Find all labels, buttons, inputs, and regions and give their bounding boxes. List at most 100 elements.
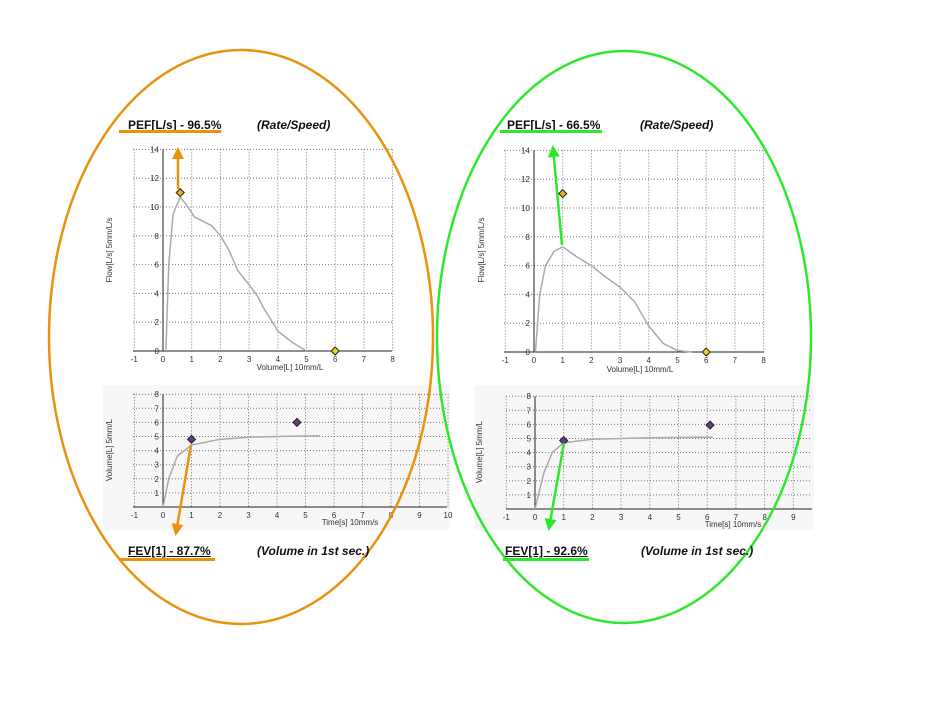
- y-tick-label: 6: [155, 261, 160, 270]
- x-tick-label: 8: [761, 356, 766, 365]
- left-fev-arrow-shaft: [174, 444, 193, 534]
- left-pef-label: PEF[L/s] - 96.5%: [128, 118, 222, 132]
- y-tick-label: 12: [150, 174, 159, 183]
- y-tick-label: 14: [150, 145, 159, 154]
- data-marker: [557, 188, 568, 199]
- x-tick-label: 6: [332, 511, 337, 520]
- x-tick-label: 3: [246, 511, 251, 520]
- x-tick-label: -1: [131, 355, 139, 364]
- x-tick-label: 4: [275, 511, 280, 520]
- y-tick-label: 6: [527, 420, 532, 429]
- left-fev-note: (Volume in 1st sec.): [257, 544, 370, 558]
- left-pef-arrow-head: [172, 147, 184, 159]
- x-tick-label: 9: [417, 511, 422, 520]
- x-tick-label: 6: [333, 355, 338, 364]
- left-pef-underline: [119, 130, 221, 133]
- series-line-flow-volume: [534, 246, 692, 353]
- x-tick-label: 7: [733, 356, 738, 365]
- y-tick-label: 1: [527, 491, 532, 500]
- data-marker: [705, 420, 715, 430]
- right-fev-arrow-head: [544, 518, 557, 531]
- y-tick-label: 14: [521, 146, 530, 155]
- y-tick-label: 4: [527, 449, 532, 458]
- data-marker: [175, 187, 185, 198]
- x-tick-label: 4: [647, 356, 652, 365]
- x-tick-label: 5: [675, 356, 680, 365]
- x-tick-label: 2: [218, 511, 223, 520]
- x-axis-label: Volume[L] 10mm/L: [257, 363, 324, 372]
- x-tick-label: 8: [762, 513, 767, 522]
- y-tick-label: 3: [155, 461, 160, 470]
- x-axis-label: Volume[L] 10mm/L: [607, 365, 674, 374]
- x-tick-label: 5: [303, 511, 308, 520]
- series-line-volume-time: [162, 435, 320, 508]
- x-tick-label: 0: [533, 513, 538, 522]
- right-pef-label: PEF[L/s] - 66.5%: [507, 118, 601, 132]
- y-axis-label: Flow[L/s] 5mm/L/s: [477, 218, 486, 283]
- y-tick-label: 10: [521, 204, 530, 213]
- right-fev-arrow-shaft: [547, 442, 566, 529]
- right-volume-panel: [474, 385, 814, 530]
- y-tick-label: 2: [526, 319, 531, 328]
- y-tick-label: 8: [155, 390, 160, 399]
- chart-left-flow: -101234567802468101214Volume[L] 10mm/LFl…: [105, 145, 395, 372]
- x-axis-label: Time[s] 10mm/s: [322, 518, 379, 527]
- left-highlight-ellipse: [47, 48, 435, 626]
- y-tick-label: 4: [526, 290, 531, 299]
- y-tick-label: 2: [155, 475, 160, 484]
- x-tick-label: 5: [676, 513, 681, 522]
- series-line-volume-time: [534, 436, 713, 510]
- y-tick-label: 12: [521, 175, 530, 184]
- x-tick-label: 4: [276, 355, 281, 364]
- x-tick-label: 8: [390, 355, 395, 364]
- x-tick-label: 0: [161, 511, 166, 520]
- x-tick-label: 1: [560, 356, 565, 365]
- x-axis-label: Time[s] 10mm/s: [705, 520, 762, 529]
- x-tick-label: 7: [360, 511, 365, 520]
- left-fev-label: FEV[1] - 87.7%: [128, 544, 211, 558]
- y-tick-label: 2: [527, 477, 532, 486]
- x-tick-label: 2: [590, 513, 595, 522]
- x-tick-label: 6: [704, 356, 709, 365]
- right-fev-note: (Volume in 1st sec.): [641, 544, 754, 558]
- x-tick-label: 3: [247, 355, 252, 364]
- y-tick-label: 5: [155, 433, 160, 442]
- x-tick-label: 7: [734, 513, 739, 522]
- x-tick-label: 2: [218, 355, 223, 364]
- y-tick-label: 7: [527, 406, 532, 415]
- data-marker: [330, 346, 340, 356]
- x-tick-label: -1: [502, 356, 510, 365]
- chart-right-flow: -101234567802468101214Volume[L] 10mm/LFl…: [477, 146, 766, 374]
- x-tick-label: 4: [648, 513, 653, 522]
- x-tick-label: 0: [161, 355, 166, 364]
- x-tick-label: 9: [791, 513, 796, 522]
- left-fev-underline: [119, 558, 215, 561]
- x-tick-label: 7: [362, 355, 367, 364]
- left-fev-arrow-head: [171, 523, 184, 536]
- y-tick-label: 1: [155, 489, 160, 498]
- y-axis-label: Volume[L] 5mm/L: [475, 420, 484, 483]
- x-tick-label: 0: [532, 356, 537, 365]
- right-pef-note: (Rate/Speed): [640, 118, 714, 132]
- data-marker: [186, 434, 197, 445]
- left-pef-note: (Rate/Speed): [257, 118, 331, 132]
- y-axis-label: Volume[L] 5mm/L: [105, 418, 114, 481]
- y-tick-label: 4: [155, 447, 160, 456]
- right-highlight-ellipse: [435, 49, 813, 625]
- data-marker: [292, 417, 302, 428]
- x-tick-label: 2: [589, 356, 594, 365]
- x-tick-label: 5: [304, 355, 309, 364]
- y-tick-label: 5: [527, 435, 532, 444]
- y-tick-label: 8: [527, 392, 532, 401]
- y-axis-label: Flow[L/s] 5mm/L/s: [105, 218, 114, 283]
- y-tick-label: 3: [527, 463, 532, 472]
- x-tick-label: 10: [444, 511, 453, 520]
- series-line-flow-volume: [165, 196, 307, 352]
- x-tick-label: 1: [189, 511, 194, 520]
- x-tick-label: -1: [503, 513, 511, 522]
- y-tick-label: 8: [526, 233, 531, 242]
- x-tick-label: -1: [131, 511, 139, 520]
